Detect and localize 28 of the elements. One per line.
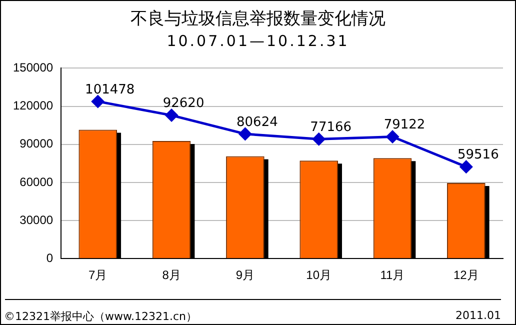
x-tick-label: 10月 <box>306 268 332 282</box>
point <box>92 95 104 108</box>
y-tick-label: 90000 <box>20 136 54 151</box>
annotation: 79122 <box>384 118 426 133</box>
point <box>460 160 472 174</box>
x-tick-label: 11月 <box>380 268 405 282</box>
y-tick-label: 30000 <box>20 212 54 227</box>
annotation: 80624 <box>236 114 278 130</box>
y-tick-label: 120000 <box>12 98 54 113</box>
annotation: 92620 <box>162 96 204 112</box>
chart-title: 不良与垃圾信息举报数量变化情况 <box>130 8 386 30</box>
point <box>312 132 326 146</box>
annotation: 77166 <box>310 120 352 136</box>
x-tick-label: 8月 <box>162 268 181 282</box>
chart-subtitle: 10.07.01—10.12.31 <box>166 32 350 50</box>
y-tick-label: 60000 <box>20 174 54 189</box>
x-tick-label: 12月 <box>453 268 479 282</box>
text: 2011.01 <box>456 309 501 322</box>
x-tick-label: 7月 <box>88 268 108 282</box>
y-tick-label: 150000 <box>12 60 54 75</box>
annotation: 59516 <box>457 148 499 163</box>
annotation: 101478 <box>85 82 135 98</box>
point <box>165 109 178 122</box>
y-tick-label: 0 <box>46 250 54 265</box>
point <box>238 128 252 140</box>
x-tick-label: 9月 <box>236 268 255 282</box>
text: ©12321举报中心（www.12321.cn） <box>4 309 197 324</box>
point <box>386 130 399 143</box>
